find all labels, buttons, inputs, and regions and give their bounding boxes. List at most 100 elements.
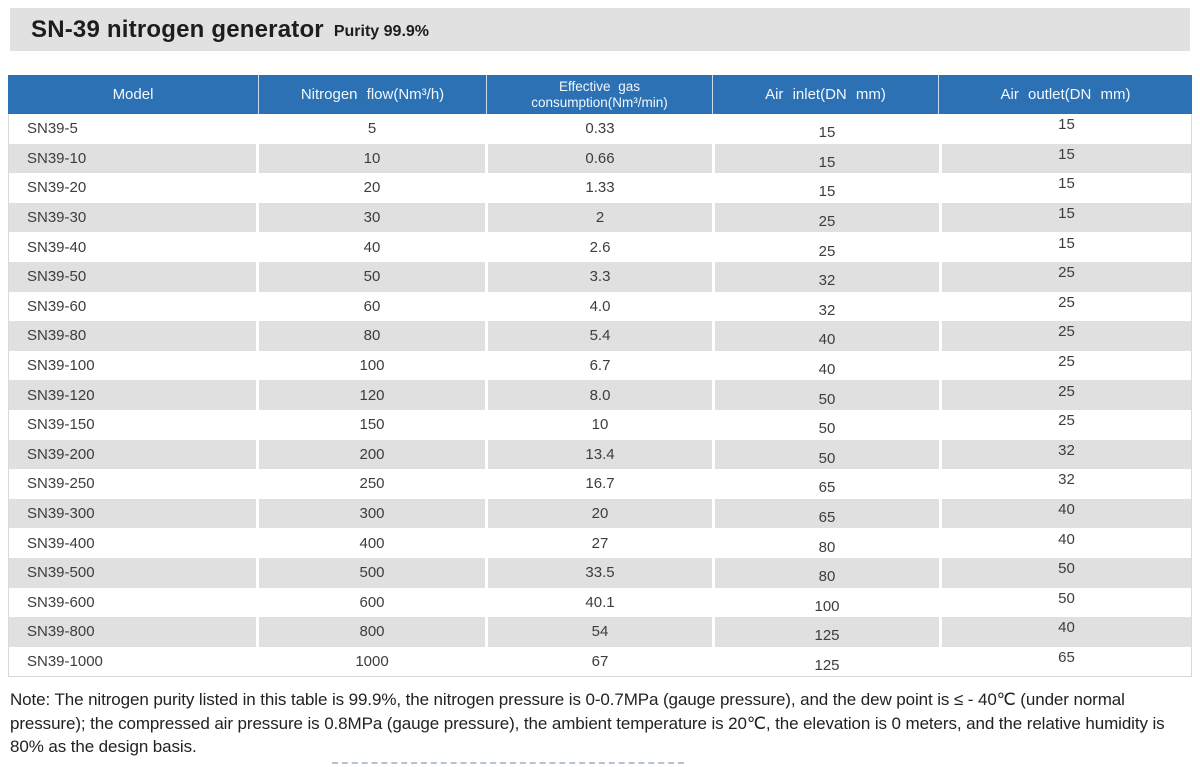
table-row: SN39-800 800 54 125 40	[9, 617, 1191, 647]
column-header-gas-consumption-line1: Effective gas	[558, 78, 641, 94]
table-row: SN39-20 20 1.33 15 15	[9, 173, 1191, 203]
cell-nitrogen-flow: 300	[259, 498, 485, 529]
cell-air-inlet: 50	[715, 409, 939, 440]
cell-gas-consumption: 4.0	[488, 291, 712, 322]
table-row: SN39-60 60 4.0 32 25	[9, 291, 1191, 322]
cell-air-outlet: 15	[942, 114, 1191, 144]
cell-air-outlet: 25	[942, 409, 1191, 440]
cell-gas-consumption: 2	[488, 202, 712, 233]
column-header-nitrogen-flow: Nitrogen flow(Nm³/h)	[258, 75, 486, 114]
table-row: SN39-600 600 40.1 100 50	[9, 587, 1191, 618]
cell-nitrogen-flow: 60	[259, 291, 485, 322]
cell-nitrogen-flow: 800	[259, 617, 485, 647]
table-row: SN39-40 40 2.6 25 15	[9, 232, 1191, 262]
column-header-gas-consumption: Effective gas consumption(Nm³/min)	[486, 75, 712, 114]
cell-air-inlet: 32	[715, 291, 939, 322]
cell-model: SN39-30	[9, 202, 256, 233]
table-row: SN39-80 80 5.4 40 25	[9, 321, 1191, 351]
purity-label: Purity 99.9%	[333, 23, 430, 40]
cell-model: SN39-5	[9, 114, 256, 144]
table-row: SN39-1000 1000 67 125 65	[9, 646, 1191, 677]
cell-air-inlet: 15	[715, 173, 939, 203]
cell-gas-consumption: 2.6	[488, 232, 712, 262]
cell-air-inlet: 125	[715, 617, 939, 647]
cell-air-inlet: 65	[715, 469, 939, 499]
cell-model: SN39-300	[9, 498, 256, 529]
cell-air-inlet: 65	[715, 498, 939, 529]
cell-air-outlet: 40	[942, 617, 1191, 647]
cell-air-outlet: 15	[942, 202, 1191, 233]
cell-air-inlet: 32	[715, 261, 939, 292]
cell-gas-consumption: 27	[488, 528, 712, 558]
cell-air-inlet: 25	[715, 202, 939, 233]
cell-air-inlet: 80	[715, 557, 939, 588]
cell-air-outlet: 50	[942, 557, 1191, 588]
cell-gas-consumption: 13.4	[488, 439, 712, 470]
table-header-row: Model Nitrogen flow(Nm³/h) Effective gas…	[8, 75, 1192, 114]
spec-table: Model Nitrogen flow(Nm³/h) Effective gas…	[8, 75, 1192, 678]
cell-air-inlet: 50	[715, 380, 939, 410]
cell-gas-consumption: 8.0	[488, 380, 712, 410]
cell-gas-consumption: 10	[488, 409, 712, 440]
cell-model: SN39-10	[9, 143, 256, 174]
cell-model: SN39-600	[9, 587, 256, 618]
cell-gas-consumption: 54	[488, 617, 712, 647]
table-row: SN39-150 150 10 50 25	[9, 409, 1191, 440]
title-bar: SN-39 nitrogen generator Purity 99.9%	[10, 8, 1190, 51]
cell-nitrogen-flow: 150	[259, 409, 485, 440]
cell-nitrogen-flow: 20	[259, 173, 485, 203]
cell-gas-consumption: 0.66	[488, 143, 712, 174]
cell-nitrogen-flow: 250	[259, 469, 485, 499]
cell-gas-consumption: 67	[488, 646, 712, 677]
cell-air-inlet: 50	[715, 439, 939, 470]
cell-nitrogen-flow: 30	[259, 202, 485, 233]
cell-nitrogen-flow: 10	[259, 143, 485, 174]
cell-air-outlet: 25	[942, 321, 1191, 351]
cell-air-outlet: 40	[942, 528, 1191, 558]
cell-model: SN39-20	[9, 173, 256, 203]
table-body: SN39-5 5 0.33 15 15 SN39-10 10 0.66 15 1…	[8, 114, 1192, 678]
table-row: SN39-100 100 6.7 40 25	[9, 350, 1191, 381]
cell-air-outlet: 65	[942, 646, 1191, 677]
column-header-gas-consumption-line2: consumption(Nm³/min)	[531, 94, 668, 110]
cell-air-inlet: 80	[715, 528, 939, 558]
table-row: SN39-500 500 33.5 80 50	[9, 557, 1191, 588]
cell-model: SN39-200	[9, 439, 256, 470]
cell-model: SN39-500	[9, 557, 256, 588]
cell-gas-consumption: 5.4	[488, 321, 712, 351]
table-row: SN39-120 120 8.0 50 25	[9, 380, 1191, 410]
cell-air-outlet: 25	[942, 261, 1191, 292]
cell-air-outlet: 15	[942, 232, 1191, 262]
cell-nitrogen-flow: 400	[259, 528, 485, 558]
table-row: SN39-10 10 0.66 15 15	[9, 143, 1191, 174]
cell-nitrogen-flow: 1000	[259, 646, 485, 677]
cell-model: SN39-400	[9, 528, 256, 558]
cell-model: SN39-150	[9, 409, 256, 440]
cell-air-inlet: 40	[715, 321, 939, 351]
cell-gas-consumption: 6.7	[488, 350, 712, 381]
cell-model: SN39-250	[9, 469, 256, 499]
cell-model: SN39-800	[9, 617, 256, 647]
column-header-model: Model	[112, 86, 154, 103]
cell-nitrogen-flow: 500	[259, 557, 485, 588]
cell-air-inlet: 15	[715, 114, 939, 144]
cell-nitrogen-flow: 600	[259, 587, 485, 618]
table-row: SN39-250 250 16.7 65 32	[9, 469, 1191, 499]
cell-model: SN39-60	[9, 291, 256, 322]
cell-air-outlet: 15	[942, 143, 1191, 174]
cell-model: SN39-40	[9, 232, 256, 262]
cell-air-outlet: 32	[942, 469, 1191, 499]
cell-air-inlet: 100	[715, 587, 939, 618]
cell-gas-consumption: 0.33	[488, 114, 712, 144]
cell-air-inlet: 125	[715, 646, 939, 677]
table-row: SN39-200 200 13.4 50 32	[9, 439, 1191, 470]
cell-nitrogen-flow: 40	[259, 232, 485, 262]
cell-gas-consumption: 20	[488, 498, 712, 529]
footnote: Note: The nitrogen purity listed in this…	[10, 690, 1165, 756]
cell-nitrogen-flow: 100	[259, 350, 485, 381]
cell-nitrogen-flow: 50	[259, 261, 485, 292]
column-header-air-inlet: Air inlet(DN mm)	[712, 75, 938, 114]
cell-air-outlet: 25	[942, 350, 1191, 381]
cell-air-outlet: 32	[942, 439, 1191, 470]
cell-gas-consumption: 40.1	[488, 587, 712, 618]
